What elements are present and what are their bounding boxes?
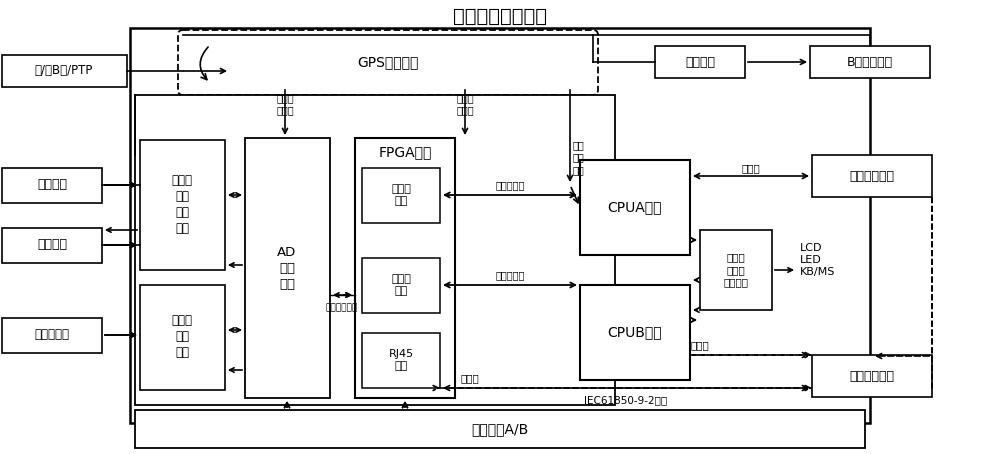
Text: CPUB模块: CPUB模块 [608,325,662,339]
Bar [810,46,930,78]
Text: 光/电B码/PTP: 光/电B码/PTP [35,64,93,78]
Text: 人机交
互接口
转换电路: 人机交 互接口 转换电路 [724,252,748,287]
Bar [362,168,440,223]
Text: FPGA模块: FPGA模块 [378,145,432,159]
Text: RJ45
接口: RJ45 接口 [388,349,414,371]
Text: 时间基
准信号: 时间基 准信号 [276,93,294,115]
Text: 后台或工控机: 后台或工控机 [850,370,895,383]
Bar [580,160,690,255]
Text: CPUA模块: CPUA模块 [608,200,662,214]
Text: 电源模块A/B: 电源模块A/B [471,422,529,436]
Text: 千兆网: 千兆网 [461,373,479,383]
Bar [140,285,225,390]
Text: 时间
基准
信号: 时间 基准 信号 [573,140,585,175]
Text: 开关量
隔离
模块: 开关量 隔离 模块 [172,315,192,360]
Bar [140,140,225,270]
Text: 千兆网
接口: 千兆网 接口 [391,184,411,206]
Bar [2,228,102,263]
Text: 千兆网
接口: 千兆网 接口 [391,274,411,296]
Text: 千兆网总线: 千兆网总线 [495,270,525,280]
Bar [580,285,690,380]
Text: 电流信号: 电流信号 [37,238,67,252]
Text: GPS对时处理: GPS对时处理 [357,55,419,69]
Text: 调度主、子站: 调度主、子站 [850,169,895,183]
Bar [245,138,330,398]
Text: IEC61850-9-2报文: IEC61850-9-2报文 [584,395,668,405]
Bar [2,168,102,203]
Text: AD
转换
模块: AD 转换 模块 [277,246,297,291]
Bar [362,258,440,313]
Text: LCD
LED
KB/MS: LCD LED KB/MS [800,242,835,277]
Text: B码信号输出: B码信号输出 [847,55,893,69]
Text: 对时模块: 对时模块 [685,55,715,69]
Bar [655,46,745,78]
Text: 电压信号: 电压信号 [37,178,67,192]
Bar [355,138,455,398]
Text: 电力故障录波装置: 电力故障录波装置 [453,6,547,25]
Bar [362,333,440,388]
Text: 地址数据总线: 地址数据总线 [326,304,358,312]
Text: 千兆网总线: 千兆网总线 [495,180,525,190]
Bar [2,318,102,353]
Bar [812,155,932,197]
Text: 开关量信号: 开关量信号 [34,329,70,341]
FancyBboxPatch shape [178,30,598,95]
Text: 模拟量
信号
调理
模块: 模拟量 信号 调理 模块 [172,174,192,236]
Bar [135,95,615,405]
Text: 千兆网: 千兆网 [691,340,709,350]
Bar [135,410,865,448]
Bar [700,230,772,310]
Text: 千兆网: 千兆网 [742,163,760,173]
Bar [130,28,870,423]
Bar [812,355,932,397]
Bar [2,55,127,87]
Text: 时间基
准信号: 时间基 准信号 [456,93,474,115]
